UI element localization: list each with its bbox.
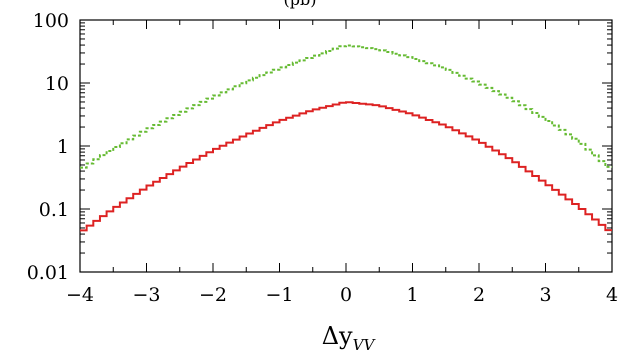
x-axis-title: ΔyVV <box>322 322 377 354</box>
x-tick-label: −4 <box>66 284 94 306</box>
x-tick-label: −1 <box>265 284 293 306</box>
series-layer <box>80 46 612 231</box>
x-axis-title-subscript: VV <box>353 336 377 354</box>
y-tick-label: 1 <box>57 136 69 158</box>
series-green-line <box>80 46 612 168</box>
plot-frame <box>80 20 612 272</box>
ticks <box>80 20 612 272</box>
clipped-top-label: (pb) <box>284 0 317 9</box>
plot-border <box>80 20 612 272</box>
x-tick-label: 2 <box>473 284 485 306</box>
x-axis-title-main: Δy <box>322 322 353 350</box>
x-tick-label: 1 <box>406 284 418 306</box>
y-tick-label: 10 <box>45 73 69 95</box>
y-tick-label: 0.1 <box>39 199 69 221</box>
y-tick-label: 100 <box>33 10 69 32</box>
y-tick-label: 0.01 <box>27 262 69 284</box>
x-tick-label: 0 <box>340 284 352 306</box>
x-tick-label: 4 <box>606 284 618 306</box>
x-tick-label: 3 <box>539 284 551 306</box>
x-tick-label: −3 <box>132 284 160 306</box>
tick-labels: −4 −3 −2 −1 0 1 2 3 4 0.01 0.1 1 10 100 <box>27 10 618 306</box>
x-tick-label: −2 <box>199 284 227 306</box>
